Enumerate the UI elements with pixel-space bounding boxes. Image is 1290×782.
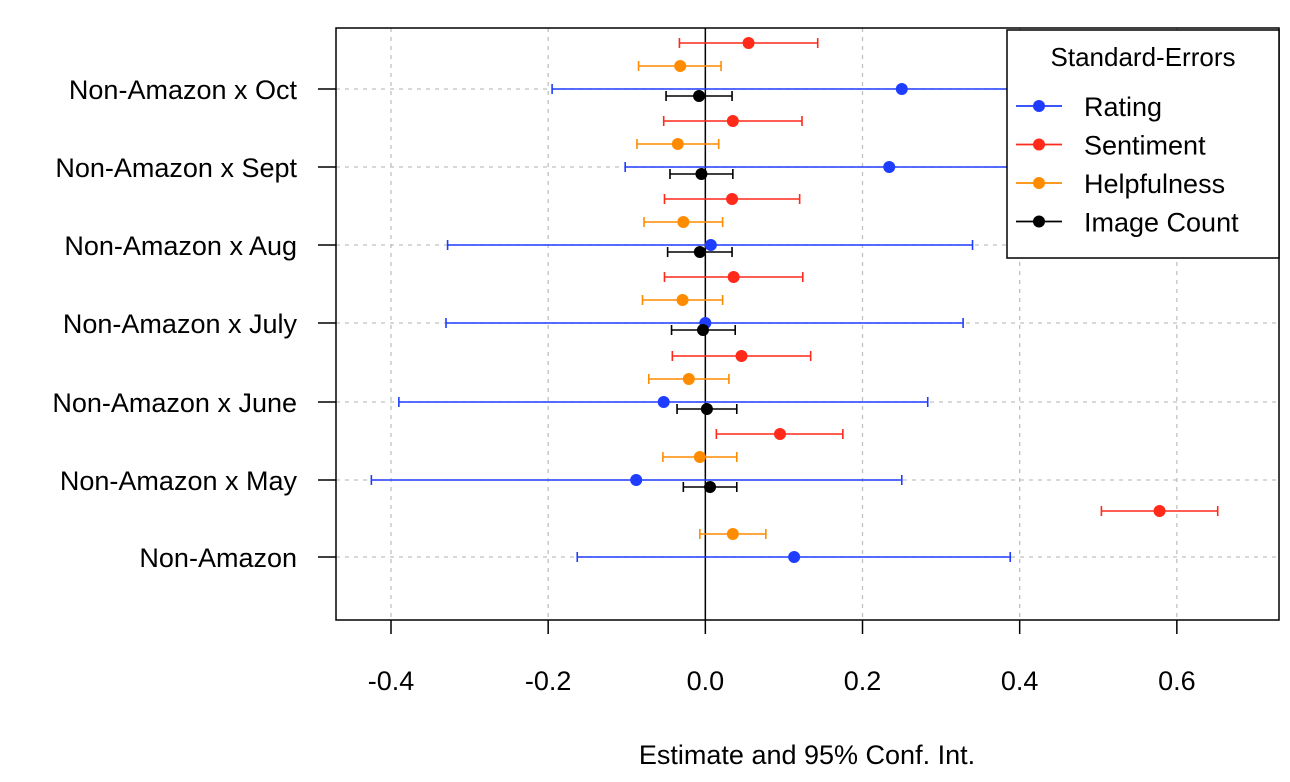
point-estimate [671, 138, 684, 150]
point-estimate [726, 115, 739, 127]
series-helpfulness [636, 60, 767, 540]
point-estimate [883, 161, 896, 173]
point-estimate [704, 481, 717, 493]
legend: Standard-Errors Rating Sentiment Helpfulne… [1006, 29, 1280, 259]
y-tick-label: Non-Amazon x May [60, 466, 298, 496]
point-estimate [726, 193, 739, 205]
point-estimate [695, 168, 708, 180]
point-estimate [682, 373, 695, 385]
legend-label: Rating [1084, 92, 1162, 122]
series-sentiment [662, 37, 1219, 517]
point-estimate [696, 324, 709, 336]
legend-marker [1033, 100, 1045, 112]
legend-marker [1033, 177, 1045, 189]
legend-label: Image Count [1084, 208, 1239, 238]
x-axis: -0.4 -0.2 0.0 0.2 0.4 0.6 [368, 620, 1196, 696]
point-estimate [735, 350, 748, 362]
legend-label: Helpfulness [1084, 169, 1225, 199]
point-estimate [700, 403, 713, 415]
y-tick-label: Non-Amazon x July [63, 309, 298, 339]
x-tick-label: 0.4 [1001, 666, 1039, 696]
point-estimate [773, 428, 786, 440]
point-estimate [788, 551, 801, 563]
series-image-count [665, 90, 738, 493]
y-tick-label: Non-Amazon x June [52, 388, 297, 418]
x-tick-label: 0.0 [687, 666, 725, 696]
point-estimate [693, 451, 706, 463]
point-estimate [742, 37, 755, 49]
point-estimate [674, 60, 687, 72]
legend-marker [1033, 138, 1045, 151]
point-estimate [895, 83, 908, 95]
x-tick-label: 0.6 [1158, 666, 1196, 696]
point-estimate [727, 271, 740, 283]
x-tick-label: -0.4 [368, 666, 415, 696]
y-tick-label: Non-Amazon x Sept [55, 153, 297, 183]
point-estimate [704, 239, 717, 251]
point-estimate [693, 246, 706, 258]
y-tick-label: Non-Amazon [139, 543, 297, 573]
point-estimate [726, 528, 739, 540]
point-estimate [676, 294, 689, 306]
y-tick-label: Non-Amazon x Oct [69, 75, 298, 105]
point-estimate [693, 90, 706, 102]
point-estimate [677, 216, 690, 228]
plot-frame [335, 27, 1280, 621]
x-tick-label: 0.2 [844, 666, 882, 696]
point-estimate [630, 474, 643, 486]
legend-label: Sentiment [1084, 131, 1206, 161]
point-estimate [657, 396, 670, 408]
x-tick-label: -0.2 [525, 666, 572, 696]
y-axis: Non-Amazon x Oct Non-Amazon x Sept Non-Ama… [52, 75, 336, 573]
legend-title: Standard-Errors [1051, 42, 1236, 72]
point-estimate [1153, 505, 1166, 517]
y-tick-label: Non-Amazon x Aug [64, 231, 297, 261]
legend-marker [1033, 215, 1045, 228]
x-axis-label: Estimate and 95% Conf. Int. [639, 740, 975, 770]
